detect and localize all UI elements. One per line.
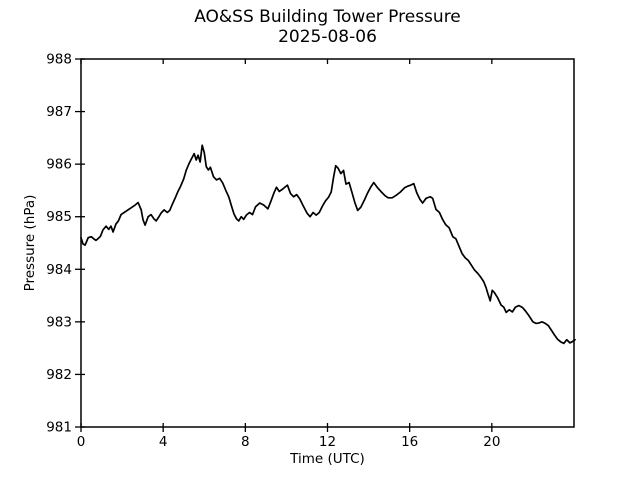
y-tick-label: 988 xyxy=(46,52,72,68)
y-tick-label: 982 xyxy=(46,367,72,383)
y-tick-label: 984 xyxy=(46,262,72,278)
chart-title: AO&SS Building Tower Pressure xyxy=(194,7,461,27)
x-tick-label: 8 xyxy=(241,434,250,450)
y-axis-label: Pressure (hPa) xyxy=(22,194,38,292)
y-tick-label: 986 xyxy=(46,157,72,173)
y-tick-label: 981 xyxy=(46,420,72,436)
x-tick-label: 4 xyxy=(159,434,168,450)
x-tick-label: 0 xyxy=(77,434,86,450)
x-axis-label: Time (UTC) xyxy=(290,451,365,467)
chart-subtitle: 2025-08-06 xyxy=(278,27,377,47)
y-tick-label: 987 xyxy=(46,104,72,120)
y-tick-label: 983 xyxy=(46,314,72,330)
y-tick-label: 985 xyxy=(46,209,72,225)
chart-title-block: AO&SS Building Tower Pressure 2025-08-06 xyxy=(81,7,574,47)
x-tick-label: 12 xyxy=(319,434,336,450)
x-tick-label: 16 xyxy=(401,434,418,450)
pressure-line xyxy=(80,144,576,345)
axes-spines xyxy=(80,58,575,428)
x-tick-label: 20 xyxy=(483,434,500,450)
